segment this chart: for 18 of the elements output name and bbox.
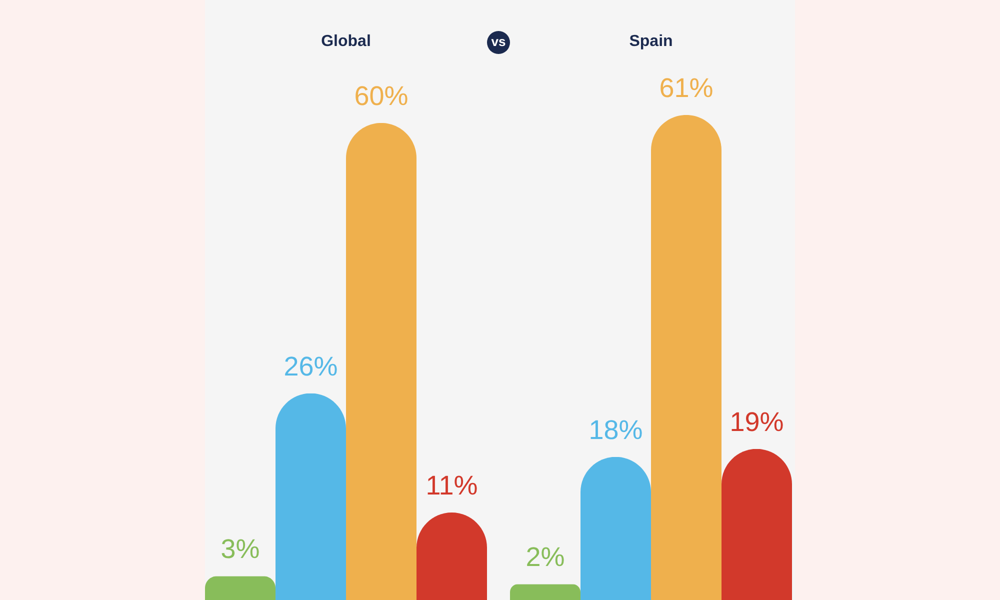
- data-label: 2%: [526, 542, 565, 572]
- data-label: 19%: [730, 406, 784, 437]
- bar: [346, 122, 416, 600]
- bar: [510, 584, 580, 600]
- bar: [276, 393, 346, 600]
- chart-title: Global: [321, 32, 371, 52]
- data-label: 18%: [588, 414, 643, 445]
- bar: [651, 115, 722, 600]
- bar: [580, 456, 651, 600]
- data-label: 60%: [354, 80, 408, 111]
- data-label: 3%: [220, 534, 260, 564]
- data-label: 11%: [426, 470, 478, 501]
- data-label: 26%: [284, 351, 338, 382]
- chart-title: Spain: [629, 32, 673, 52]
- bar: [205, 576, 276, 600]
- bar: [722, 448, 792, 600]
- data-label: 61%: [659, 73, 714, 103]
- bar: [416, 512, 487, 600]
